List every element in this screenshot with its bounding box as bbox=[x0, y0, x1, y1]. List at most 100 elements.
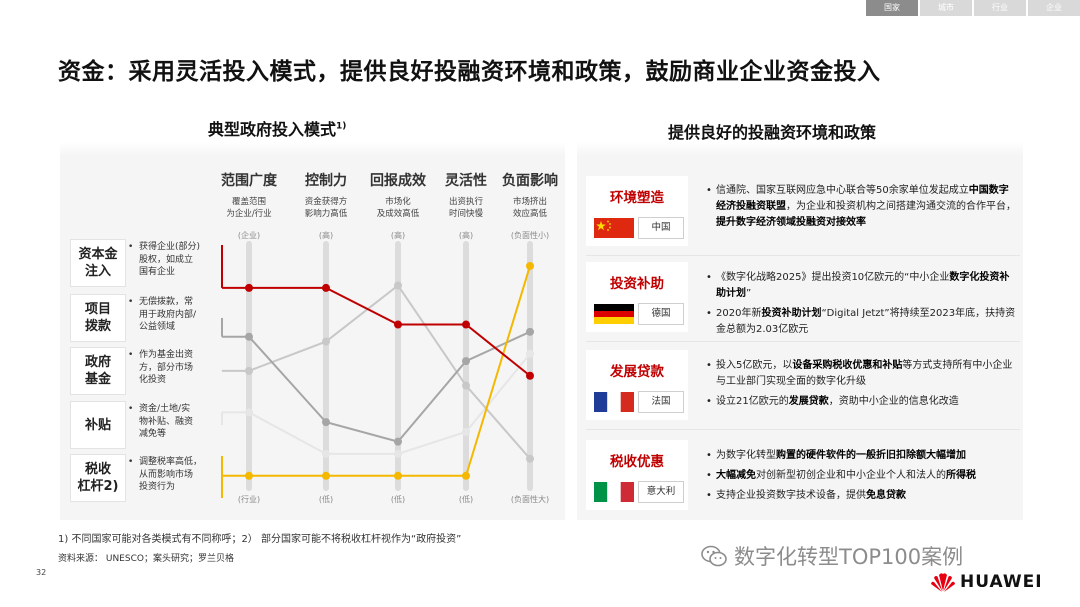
policy-text: ” bbox=[746, 288, 752, 299]
bullet-icon: • bbox=[128, 457, 134, 467]
policy-details-0: 信通院、国家互联网应急中心联合等50余家单位发起成立中国数字经济投融资联盟，为企… bbox=[706, 183, 1018, 235]
bullet-icon: • bbox=[128, 404, 134, 414]
policy-bullet: 支持企业投资数字技术设备，提供免息贷款 bbox=[706, 488, 1018, 504]
row-description-text: 作为基金出资 方，部分市场 化投资 bbox=[139, 350, 194, 385]
column-subtitle: 覆盖范围 为企业/行业 bbox=[226, 197, 272, 219]
axis-bottom-label-4: (负面性大) bbox=[510, 495, 550, 504]
series-0-point-2 bbox=[394, 320, 402, 329]
policy-bullet: 2020年新投资补助计划“Digital Jetzt”将持续至2023年底，扶持… bbox=[706, 306, 1018, 338]
row-description-text: 调整税率高低， 从而影响市场 投资行为 bbox=[139, 457, 203, 492]
axis-top-label-3: (高) bbox=[458, 231, 474, 240]
column-subtitle: 市场化 及成效高低 bbox=[376, 197, 420, 219]
policy-text: 设立21亿欧元的 bbox=[716, 396, 789, 407]
axis-bottom-label-3: (低) bbox=[458, 495, 474, 504]
series-3-point-1 bbox=[322, 449, 330, 458]
policy-name: 投资补助 bbox=[610, 276, 664, 292]
policy-highlight: 投资补助计划 bbox=[761, 308, 822, 319]
policy-details-1: 《数字化战略2025》提出投资10亿欧元的“中小企业数字化投资补助计划” 2020… bbox=[706, 270, 1018, 342]
tab-industry[interactable]: 行业 bbox=[974, 0, 1026, 16]
policy-card-1: 投资补助 德国 bbox=[586, 262, 688, 332]
top-tabs: 国家 城市 行业 企业 bbox=[864, 0, 1080, 16]
policy-text: ，为企业和投资机构之间搭建沟通交流的合作平台， bbox=[786, 201, 1016, 212]
country-label: 意大利 bbox=[638, 481, 684, 503]
policy-highlight: 购置的硬件软件的一般折旧扣除额大幅增加 bbox=[776, 450, 966, 461]
series-3-point-0 bbox=[245, 408, 253, 417]
watermark: 数字化转型TOP100案例 bbox=[700, 541, 963, 571]
series-2-line bbox=[248, 284, 531, 460]
axis-bottom-label-1: (低) bbox=[318, 495, 334, 504]
policy-highlight: 所得税 bbox=[946, 470, 976, 481]
column-title: 范围广度 bbox=[221, 173, 277, 189]
policy-separator bbox=[586, 341, 1020, 342]
series-4-point-0 bbox=[245, 471, 253, 480]
row-description-text: 无偿拨款，常 用于政府内部/公益领域 bbox=[139, 297, 197, 332]
series-0-point-0 bbox=[245, 283, 253, 292]
series-2-point-2 bbox=[394, 281, 402, 290]
tab-enterprise[interactable]: 企业 bbox=[1028, 0, 1080, 16]
policy-bullet: 设立21亿欧元的发展贷款，资助中小企业的信息化改造 bbox=[706, 394, 1018, 410]
left-section-title: 典型政府投入模式1) bbox=[208, 116, 346, 140]
axis-top-label-1: (高) bbox=[318, 231, 334, 240]
series-1-point-4 bbox=[526, 327, 534, 336]
column-subtitle: 出资执行 时间快慢 bbox=[448, 197, 483, 219]
policy-name: 发展贷款 bbox=[610, 364, 664, 380]
row-label-2: 政府 基金 bbox=[70, 347, 126, 395]
right-section-title: 提供良好的投融资环境和政策 bbox=[668, 123, 877, 142]
germany-flag-icon bbox=[594, 304, 634, 324]
policy-details-2: 投入5亿欧元，以设备采购税收优惠和补贴等方式支持所有中小企业与工业部门实现全面的… bbox=[706, 358, 1018, 414]
policy-separator bbox=[586, 255, 1020, 256]
column-header-0: 范围广度覆盖范围 为企业/行业 bbox=[213, 170, 285, 220]
bullet-icon: • bbox=[128, 297, 134, 307]
policy-text: “Digital Jetzt”将持续至2023年底，扶持资金总额为2.03亿欧元 bbox=[716, 308, 1016, 335]
series-1-point-3 bbox=[462, 357, 470, 366]
column-title: 灵活性 bbox=[445, 173, 487, 189]
series-3-point-3 bbox=[462, 427, 470, 436]
row-description-text: 资金/土地/实 物补贴、融资 减免等 bbox=[139, 404, 194, 439]
row-description-0: • 获得企业(部分) 股权，如成立 国有企业 bbox=[128, 241, 214, 279]
policy-details-3: 为数字化转型购置的硬件软件的一般折旧扣除额大幅增加大幅减免对创新型初创企业和中小… bbox=[706, 448, 1018, 508]
wechat-icon bbox=[701, 545, 727, 567]
series-3-point-2 bbox=[394, 449, 402, 458]
bullet-icon: • bbox=[128, 242, 134, 252]
series-4-point-3 bbox=[462, 471, 470, 480]
policy-text: 投入5亿欧元，以 bbox=[716, 360, 793, 371]
left-panel-fade bbox=[60, 142, 565, 156]
country-label: 中国 bbox=[638, 217, 684, 239]
column-header-1: 控制力 资金获得方 影响力高低 bbox=[290, 170, 362, 220]
source-note: 资料来源： UNESCO；案头研究；罗兰贝格 bbox=[58, 554, 234, 564]
tab-city[interactable]: 城市 bbox=[920, 0, 972, 16]
policy-separator bbox=[586, 429, 1020, 430]
series-0-point-3 bbox=[462, 320, 470, 329]
column-header-2: 回报成效 市场化 及成效高低 bbox=[362, 170, 434, 220]
axis-top-label-0: (企业) bbox=[237, 231, 261, 240]
policy-bullet: 投入5亿欧元，以设备采购税收优惠和补贴等方式支持所有中小企业与工业部门实现全面的… bbox=[706, 358, 1018, 390]
page-number: 32 bbox=[36, 568, 47, 577]
country-label: 法国 bbox=[638, 391, 684, 413]
policy-text: 对创新型初创企业和中小企业个人和法人的 bbox=[756, 470, 946, 481]
page-title: 资金：采用灵活投入模式，提供良好投融资环境和政策，鼓励商业企业资金投入 bbox=[58, 59, 881, 85]
series-2-point-3 bbox=[462, 381, 470, 390]
row-label-text: 补贴 bbox=[84, 417, 111, 433]
series-4-line bbox=[249, 265, 531, 477]
series-4-point-1 bbox=[322, 471, 330, 480]
column-title: 负面影响 bbox=[502, 173, 558, 189]
row-label-text: 政府 基金 bbox=[84, 355, 111, 387]
policy-name: 环境塑造 bbox=[610, 190, 664, 206]
series-0-point-1 bbox=[322, 283, 330, 292]
policy-highlight: 设备采购税收优惠和补贴 bbox=[792, 360, 903, 371]
left-section-title-text: 典型政府投入模式 bbox=[208, 120, 337, 139]
china-flag-icon bbox=[594, 218, 634, 238]
brand-text: HUAWEI bbox=[960, 572, 1043, 592]
series-1-line bbox=[248, 330, 531, 443]
policy-highlight: 数字化投资补助计划 bbox=[716, 272, 1010, 299]
policy-text: 等方式支持所有中小企业与工业部门实现全面的数字化升级 bbox=[716, 360, 1013, 387]
tab-country[interactable]: 国家 bbox=[866, 0, 918, 16]
left-panel bbox=[60, 150, 565, 520]
axis-bottom-label-0: (行业) bbox=[237, 495, 261, 504]
series-2-point-4 bbox=[526, 454, 534, 463]
row-description-3: • 资金/土地/实 物补贴、融资 减免等 bbox=[128, 403, 214, 441]
column-title: 控制力 bbox=[305, 173, 347, 189]
row-label-1: 项目 拨款 bbox=[70, 294, 126, 342]
policy-card-0: 环境塑造中国 bbox=[586, 176, 688, 246]
